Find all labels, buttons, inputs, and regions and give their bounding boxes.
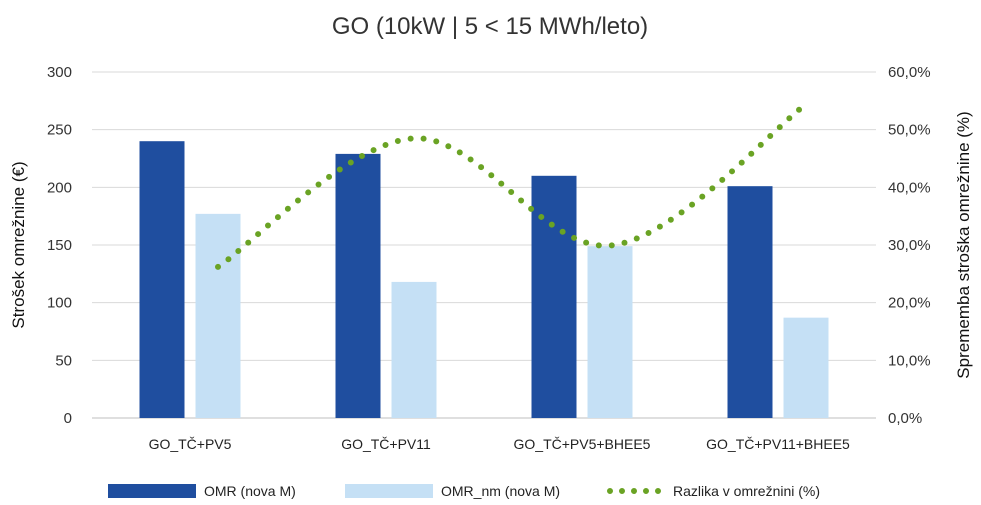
- y-axis-ticks: 0 50 100 150 200 250 300: [47, 64, 72, 427]
- bar-omr: [139, 141, 185, 418]
- chart-title: GO (10kW | 5 < 15 MWh/leto): [332, 13, 648, 40]
- y-axis-label: Strošek omrežnine (€): [9, 161, 28, 328]
- y-tick-label: 150: [47, 237, 72, 254]
- bar-omr-nm: [195, 213, 241, 418]
- line-series: [215, 101, 809, 270]
- legend: OMR (nova M) OMR_nm (nova M) Razlika v omr…: [108, 483, 820, 499]
- legend-swatch-0: [108, 484, 196, 498]
- y2-tick-label: 20,0%: [888, 295, 931, 312]
- legend-label-1: OMR_nm (nova M): [441, 483, 560, 499]
- x-tick-label: GO_TČ+PV11+BHEE5: [706, 436, 850, 452]
- legend-swatch-1: [345, 484, 433, 498]
- bar-omr: [335, 153, 381, 419]
- y2-tick-label: 10,0%: [888, 352, 931, 369]
- y-tick-label: 300: [47, 64, 72, 81]
- x-tick-label: GO_TČ+PV5: [149, 436, 232, 452]
- x-tick-label: GO_TČ+PV11: [341, 436, 431, 452]
- legend-label-2: Razlika v omrežnini (%): [673, 483, 820, 499]
- y2-axis-label: Sprememba stroška omrežnine (%): [954, 111, 973, 378]
- x-axis-ticks: GO_TČ+PV5 GO_TČ+PV11 GO_TČ+PV5+BHEE5 GO_TČ+…: [149, 436, 850, 452]
- y-tick-label: 100: [47, 295, 72, 312]
- legend-label-0: OMR (nova M): [204, 483, 296, 499]
- y2-tick-label: 50,0%: [888, 122, 931, 139]
- y-tick-label: 200: [47, 179, 72, 196]
- bar-omr-nm: [391, 281, 437, 418]
- bar-omr: [727, 186, 773, 418]
- y2-tick-label: 60,0%: [888, 64, 931, 81]
- bars: [139, 141, 829, 419]
- bar-omr-nm: [783, 317, 829, 418]
- y-tick-label: 50: [55, 352, 72, 369]
- y2-tick-label: 40,0%: [888, 179, 931, 196]
- y-tick-label: 250: [47, 122, 72, 139]
- line-razlika: [215, 101, 809, 270]
- y2-tick-label: 30,0%: [888, 237, 931, 254]
- bar-omr-nm: [587, 246, 633, 418]
- bar-omr: [531, 175, 577, 418]
- y-tick-label: 0: [64, 410, 72, 427]
- y2-tick-label: 0,0%: [888, 410, 922, 427]
- x-tick-label: GO_TČ+PV5+BHEE5: [514, 436, 651, 452]
- y2-axis-ticks: 0,0% 10,0% 20,0% 30,0% 40,0% 50,0% 60,0%: [888, 64, 931, 427]
